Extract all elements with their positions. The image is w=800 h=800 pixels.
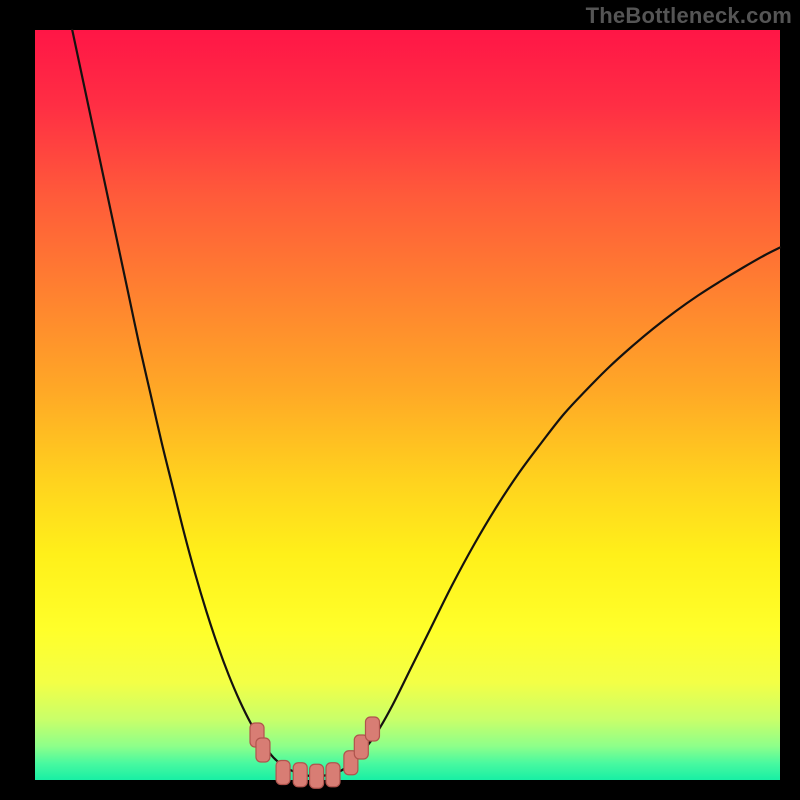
watermark-text: TheBottleneck.com [586,3,792,29]
chart-canvas: TheBottleneck.com [0,0,800,800]
plot-background [35,30,780,780]
